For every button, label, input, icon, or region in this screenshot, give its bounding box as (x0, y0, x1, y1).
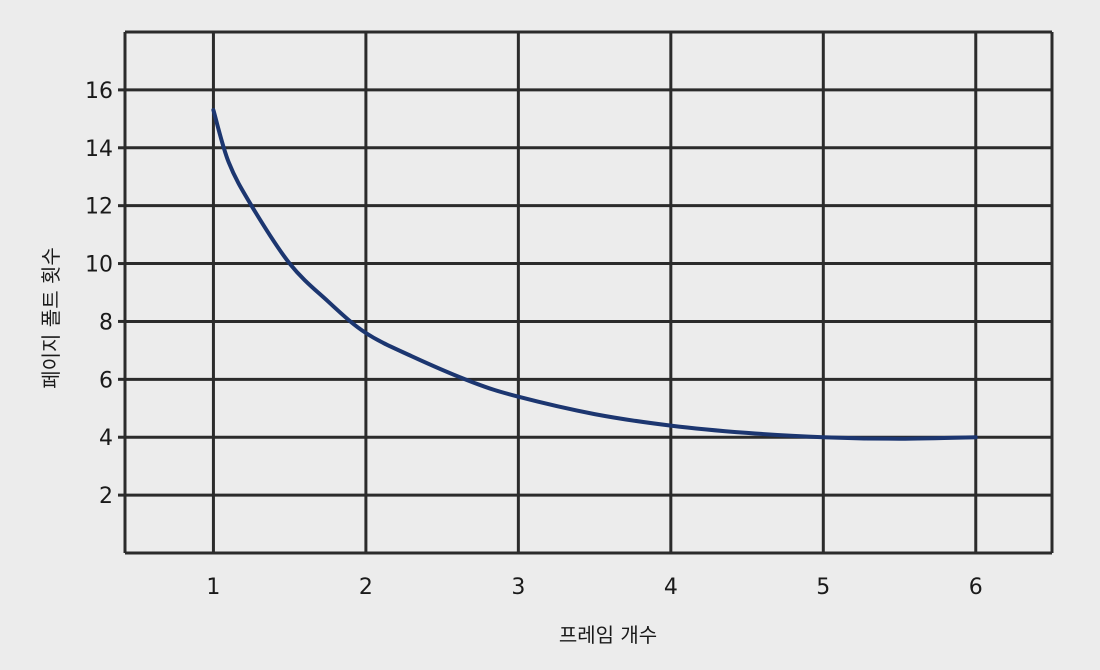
y-tick-label-2: 6 (99, 368, 113, 393)
y-tick-label-1: 4 (99, 426, 113, 451)
y-tick-label-7: 16 (85, 79, 113, 104)
x-tick-label-0: 1 (206, 575, 220, 600)
x-axis-ticks: 1 2 3 4 5 6 (206, 575, 982, 600)
series-layer (211, 108, 978, 441)
y-axis-ticks: 2 4 6 8 10 12 14 16 (85, 79, 125, 509)
x-tick-label-5: 6 (969, 575, 983, 600)
y-tick-label-0: 2 (99, 484, 113, 509)
x-tick-label-1: 2 (359, 575, 373, 600)
grid (123, 30, 1054, 555)
y-tick-label-6: 14 (85, 137, 113, 162)
y-tick-label-3: 8 (99, 310, 113, 335)
y-tick-label-4: 10 (85, 253, 113, 278)
x-tick-label-3: 4 (664, 575, 678, 600)
y-tick-label-5: 12 (85, 195, 113, 220)
x-axis-label: 프레임 개수 (559, 623, 657, 647)
y-axis-label: 페이지 폴트 횟수 (39, 247, 63, 389)
series-line-0 (211, 108, 978, 441)
x-tick-label-2: 3 (511, 575, 525, 600)
x-tick-label-4: 5 (816, 575, 830, 600)
